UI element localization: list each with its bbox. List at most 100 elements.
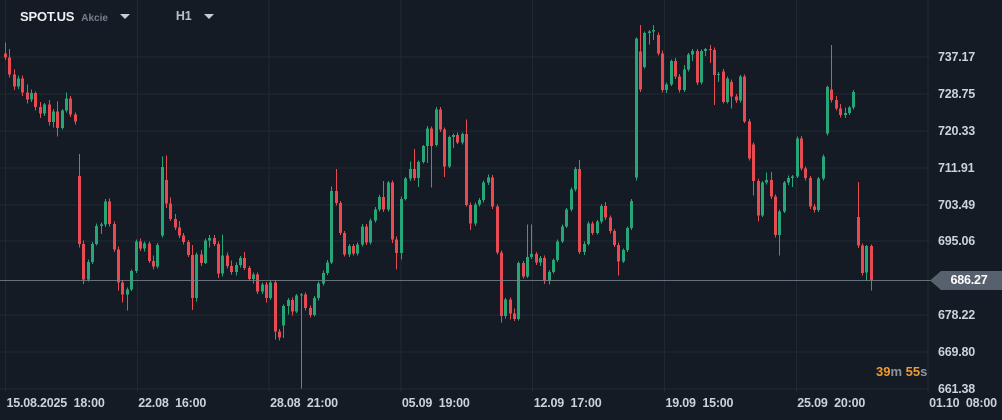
candle-body [235, 264, 238, 272]
candle-body [813, 206, 816, 211]
candle-body [535, 253, 538, 263]
candle-body [800, 138, 803, 169]
candle-body [561, 226, 564, 242]
candle-body [409, 168, 412, 179]
candle-body [261, 284, 264, 292]
candle-body [208, 237, 211, 241]
candle-body [665, 84, 668, 91]
candle-body [700, 51, 703, 83]
instrument-type-label: Akcie [81, 12, 108, 24]
chevron-down-icon [119, 13, 130, 19]
candle-body [339, 203, 342, 233]
candle-body [635, 38, 638, 178]
candle-body [252, 274, 255, 279]
candle-body [509, 299, 512, 314]
timeframe-selector[interactable]: H1 [176, 9, 214, 23]
candle-body [448, 137, 451, 167]
countdown-seconds-unit: s [920, 364, 928, 379]
candle-body [382, 197, 385, 210]
candle-body [221, 255, 224, 274]
candle-wick [718, 72, 719, 82]
candle-body [56, 111, 59, 128]
candle-body [709, 48, 712, 50]
candle-body [404, 178, 407, 199]
candle-body [570, 189, 573, 210]
candle-wick [414, 148, 415, 181]
chevron-down-icon [203, 13, 214, 19]
candle-body [369, 220, 372, 243]
candle-body [517, 263, 520, 319]
candle-body [352, 246, 355, 254]
price-axis-label: 703.49 [938, 197, 976, 212]
candle-body [530, 253, 533, 258]
candle-body [161, 166, 164, 236]
candle-body [69, 98, 72, 115]
candle-body [487, 177, 490, 183]
price-axis-label: 695.06 [938, 234, 976, 249]
candle-body [39, 107, 42, 114]
candle-wick [453, 133, 454, 148]
candle-body [600, 205, 603, 222]
candle-body [526, 257, 529, 277]
candle-body [461, 133, 464, 143]
candle-body [691, 51, 694, 55]
candle-body [265, 284, 268, 298]
candle-body [791, 176, 794, 178]
candle-body [139, 241, 142, 249]
chart-canvas[interactable] [0, 0, 930, 392]
candle-body [496, 206, 499, 253]
candle-body [256, 274, 259, 292]
candle-body [387, 182, 390, 210]
candle-body [78, 176, 81, 244]
candle-body [230, 265, 233, 272]
candle-body [104, 201, 107, 225]
candle-body [452, 134, 455, 138]
candle-wick [831, 45, 832, 103]
chart-header: SPOT.US Akcie H1 [0, 0, 214, 32]
candle-body [269, 282, 272, 298]
symbol-selector[interactable]: SPOT.US Akcie [20, 9, 130, 24]
candle-body [300, 294, 303, 296]
candle-wick [527, 224, 528, 279]
candle-body [626, 228, 629, 251]
candle-body [213, 237, 216, 244]
candle-body [743, 76, 746, 122]
candle-body [43, 104, 46, 114]
candle-body [465, 133, 468, 205]
candle-body [100, 224, 103, 226]
candle-body [735, 96, 738, 101]
candle-body [552, 260, 555, 272]
candle-body [330, 190, 333, 263]
candle-body [556, 241, 559, 261]
candle-body [200, 254, 203, 264]
candle-body [513, 313, 516, 319]
candle-body [400, 198, 403, 254]
time-axis-label: 19.09 15:00 [665, 396, 734, 410]
candle-wick [710, 45, 711, 64]
candle-body [870, 246, 873, 280]
time-axis-label: 28.08 21:00 [270, 396, 338, 410]
candle-body [826, 87, 829, 134]
candle-body [430, 128, 433, 147]
candle-body [169, 203, 172, 219]
candle-body [591, 223, 594, 233]
candle-body [578, 168, 581, 253]
candle-body [696, 51, 699, 83]
candle-body [739, 76, 742, 101]
candle-body [504, 299, 507, 317]
candle-body [165, 179, 168, 204]
current-price-badge: 686.27 [930, 271, 1002, 290]
candle-body [500, 252, 503, 317]
candle-body [865, 246, 868, 273]
candle-body [26, 92, 29, 100]
candle-body [844, 112, 847, 116]
candle-body [726, 78, 729, 102]
candle-body [48, 104, 51, 123]
candle-body [34, 93, 37, 108]
candle-body [857, 217, 860, 246]
current-price-line [0, 280, 933, 281]
candle-body [17, 78, 20, 87]
candle-wick [692, 48, 693, 62]
time-axis-label: 12.09 17:00 [533, 396, 602, 410]
candle-wick [792, 175, 793, 187]
